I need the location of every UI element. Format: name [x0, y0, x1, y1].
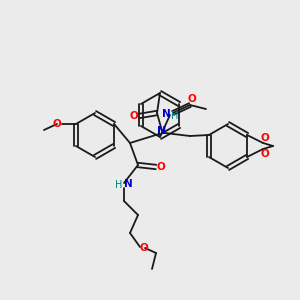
Text: O: O [52, 119, 61, 129]
Text: O: O [261, 133, 269, 143]
Text: O: O [140, 243, 148, 253]
Text: H: H [115, 180, 123, 190]
Text: O: O [157, 162, 165, 172]
Text: H: H [171, 111, 179, 121]
Text: O: O [130, 111, 138, 121]
Text: O: O [261, 149, 269, 159]
Text: N: N [162, 109, 170, 119]
Text: N: N [124, 179, 132, 189]
Text: N: N [158, 126, 166, 136]
Text: O: O [188, 94, 196, 104]
